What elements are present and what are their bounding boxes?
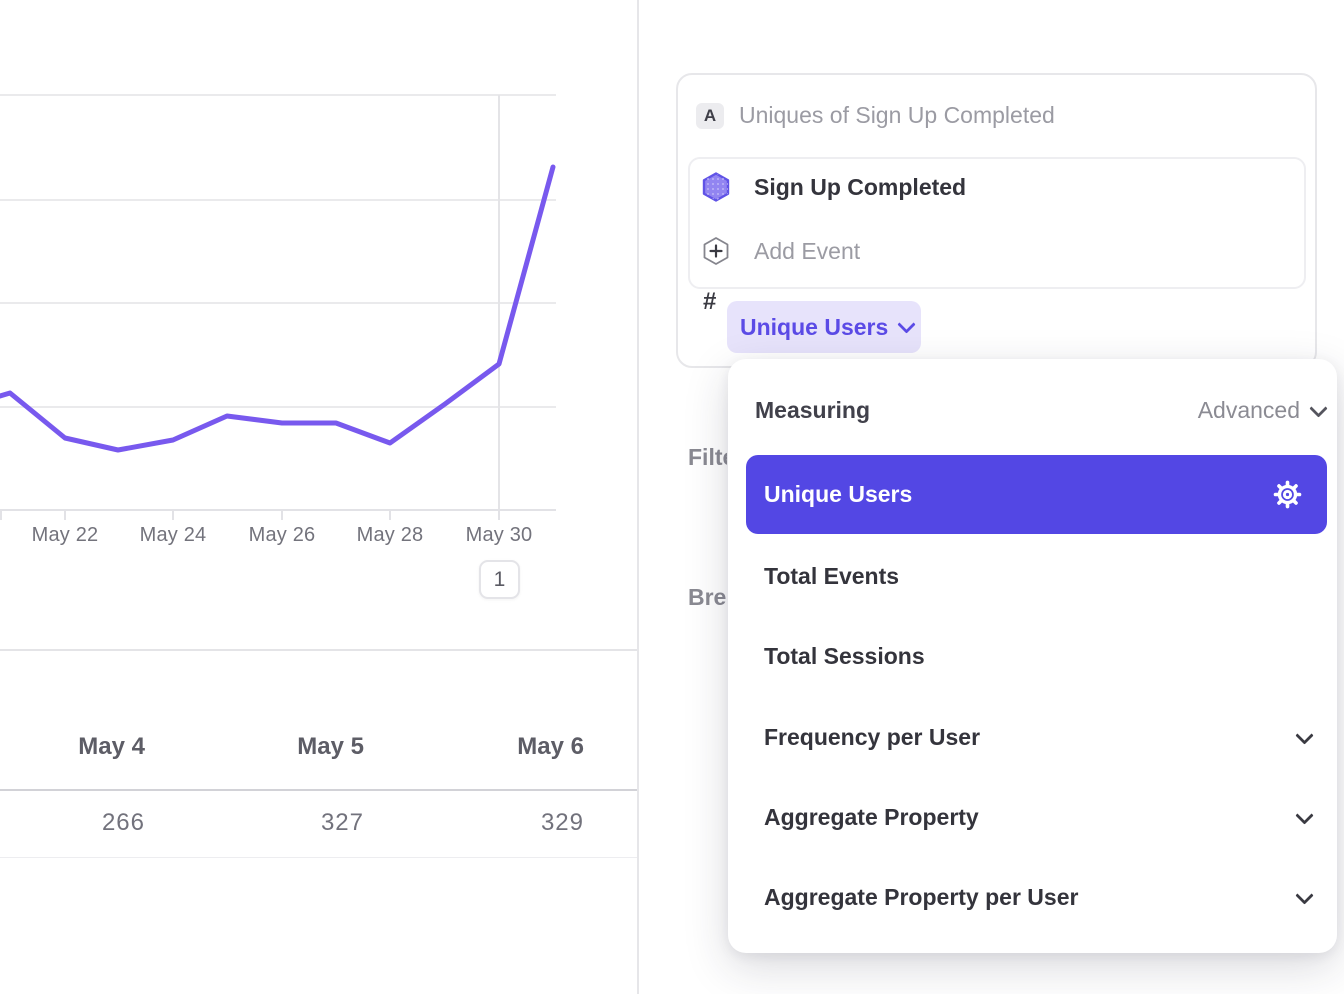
measurement-chip-label: Unique Users (740, 313, 889, 340)
dropdown-header: Measuring Advanced (728, 383, 1337, 439)
menu-item-unique-users[interactable]: Unique Users (746, 455, 1327, 534)
line-chart[interactable] (0, 0, 560, 560)
chevron-down-icon (1295, 886, 1314, 905)
series-letter-badge[interactable]: A (696, 103, 724, 129)
x-tick-label: May 22 (31, 524, 99, 546)
x-tick-label: May 26 (248, 524, 316, 546)
plus-hexagon-icon (703, 237, 729, 265)
measuring-label: Measuring (755, 397, 871, 423)
menu-item-label: Aggregate Property per User (764, 884, 1079, 910)
x-tick-label: May 30 (465, 524, 533, 546)
add-event-button[interactable]: Add Event (690, 223, 1304, 279)
table-header-underline (0, 789, 637, 791)
query-builder-card: A Uniques of Sign Up Completed Sign Up C… (676, 73, 1317, 368)
menu-item-label: Frequency per User (764, 724, 981, 750)
filter-section: Filter (688, 444, 727, 476)
table-column-header: May 5 (297, 733, 364, 760)
table-row-underline (0, 857, 637, 858)
breakdown-section-label: Breakdown (688, 584, 727, 610)
table-top-divider (0, 649, 637, 651)
event-hexagon-icon (702, 172, 730, 202)
x-tick-label: May 24 (139, 524, 207, 546)
menu-item-label: Total Events (764, 563, 900, 589)
add-event-label: Add Event (754, 237, 861, 264)
chevron-down-icon (897, 314, 916, 334)
table-cell: 329 (540, 809, 584, 836)
menu-item-label: Unique Users (764, 481, 913, 507)
breakdown-section: Breakdown (688, 584, 727, 616)
table-cell: 266 (101, 809, 145, 836)
menu-item-label: Aggregate Property (764, 804, 979, 830)
menu-item-total-events[interactable]: Total Events (728, 537, 1337, 616)
hash-symbol: # (703, 288, 717, 315)
chevron-down-icon (1309, 398, 1328, 418)
chevron-down-icon (1295, 806, 1314, 825)
series-title: Uniques of Sign Up Completed (739, 102, 1055, 128)
menu-item-aggregate-property[interactable]: Aggregate Property (728, 778, 1337, 857)
menu-item-aggregate-property-per-user[interactable]: Aggregate Property per User (728, 858, 1337, 937)
menu-item-label: Total Sessions (764, 643, 925, 669)
table-column-header: May 4 (78, 733, 145, 760)
measurement-chip[interactable]: Unique Users (727, 301, 921, 353)
gear-icon[interactable] (1272, 479, 1303, 510)
chevron-down-icon (1295, 726, 1314, 745)
today-annotation-badge[interactable]: 1 (479, 560, 520, 599)
event-name: Sign Up Completed (754, 173, 967, 200)
measuring-dropdown: Measuring Advanced Unique Users (728, 359, 1337, 953)
table-cell: 327 (320, 809, 364, 836)
event-row[interactable]: Sign Up Completed (690, 159, 1304, 215)
advanced-mode-selector[interactable]: Advanced (1197, 397, 1328, 424)
menu-item-total-sessions[interactable]: Total Sessions (728, 617, 1337, 696)
menu-item-frequency-per-user[interactable]: Frequency per User (728, 698, 1337, 777)
advanced-label: Advanced (1197, 397, 1300, 423)
event-card: Sign Up Completed Add Event (688, 157, 1306, 289)
filter-section-label: Filter (688, 444, 727, 470)
table-column-header: May 6 (517, 733, 584, 760)
x-tick-label: May 28 (356, 524, 424, 546)
pane-divider (637, 0, 639, 994)
